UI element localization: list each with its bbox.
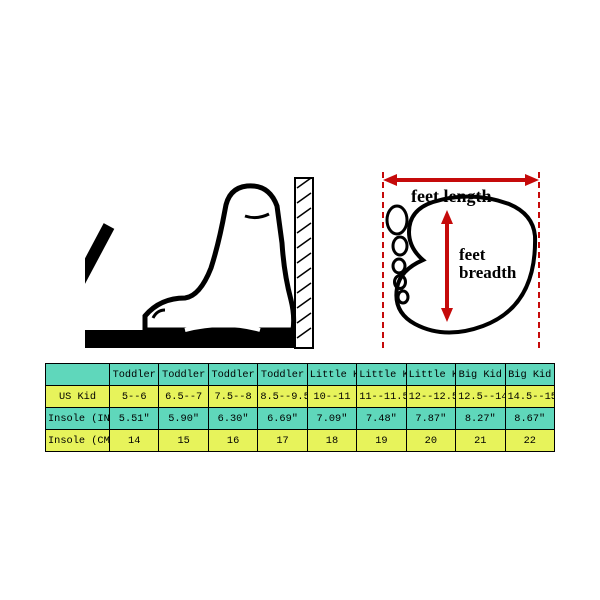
us-kid-row: US Kid5--66.5--77.5--88.5--9.510--1111--…: [46, 386, 555, 408]
feet-breadth-label: feet breadth: [459, 245, 517, 282]
row-label: US Kid: [46, 386, 110, 408]
size-cell: 7.5--8: [208, 386, 257, 408]
size-table: ToddlerToddlerToddlerToddlerLittle KidLi…: [45, 363, 555, 452]
row-label: [46, 364, 110, 386]
size-cell: 8.27": [456, 408, 505, 430]
size-cell: 5.90": [159, 408, 208, 430]
size-cell: 5.51": [110, 408, 159, 430]
size-cell: 12.5--14: [456, 386, 505, 408]
insole-cm-row: Insole (CM)141516171819202122: [46, 430, 555, 452]
size-cell: 12--12.5: [406, 386, 455, 408]
size-cell: Toddler: [110, 364, 159, 386]
diagram-area: feet length feet breadth: [45, 148, 555, 363]
size-cell: 5--6: [110, 386, 159, 408]
size-cell: 16: [208, 430, 257, 452]
size-cell: 8.67": [505, 408, 555, 430]
size-cell: Little Kid: [406, 364, 455, 386]
size-cell: 11--11.5: [357, 386, 406, 408]
size-cell: 18: [307, 430, 356, 452]
row-label: Insole (IN): [46, 408, 110, 430]
size-cell: 20: [406, 430, 455, 452]
size-cell: Toddler: [258, 364, 307, 386]
size-cell: 7.87": [406, 408, 455, 430]
row-label: Insole (CM): [46, 430, 110, 452]
size-cell: 22: [505, 430, 555, 452]
foot-top-diagram: feet length feet breadth: [375, 166, 545, 356]
size-cell: Little Kid: [357, 364, 406, 386]
size-cell: Toddler: [208, 364, 257, 386]
size-cell: 6.69": [258, 408, 307, 430]
size-cell: 6.5--7: [159, 386, 208, 408]
size-cell: 8.5--9.5: [258, 386, 307, 408]
size-cell: Little Kid: [307, 364, 356, 386]
size-cell: 7.09": [307, 408, 356, 430]
size-cell: Big Kid: [456, 364, 505, 386]
size-cell: 15: [159, 430, 208, 452]
category-row: ToddlerToddlerToddlerToddlerLittle KidLi…: [46, 364, 555, 386]
size-cell: Big Kid: [505, 364, 555, 386]
size-cell: 7.48": [357, 408, 406, 430]
size-cell: 14.5--15: [505, 386, 555, 408]
size-cell: 19: [357, 430, 406, 452]
insole-in-row: Insole (IN)5.51"5.90"6.30"6.69"7.09"7.48…: [46, 408, 555, 430]
size-cell: 14: [110, 430, 159, 452]
size-cell: 10--11: [307, 386, 356, 408]
size-cell: 6.30": [208, 408, 257, 430]
size-cell: Toddler: [159, 364, 208, 386]
size-cell: 21: [456, 430, 505, 452]
foot-side-diagram: [85, 148, 345, 358]
feet-length-label: feet length: [411, 186, 491, 206]
size-cell: 17: [258, 430, 307, 452]
size-chart-panel: feet length feet breadth ToddlerToddlerT…: [45, 148, 555, 452]
